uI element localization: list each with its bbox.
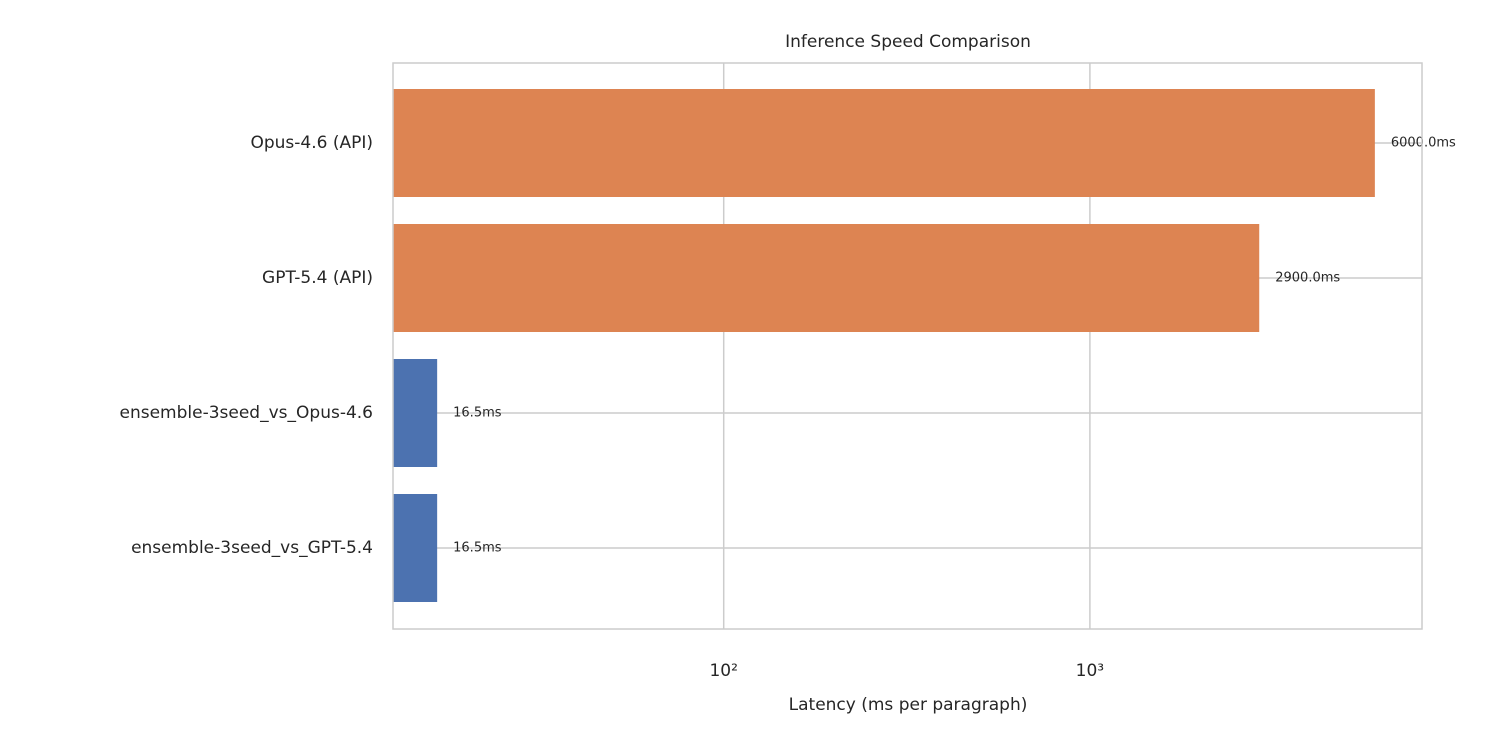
bar [393, 359, 438, 467]
x-tick-label: 10³ [1076, 661, 1104, 681]
value-label: 16.5ms [453, 406, 502, 421]
plot-frame [392, 62, 1423, 630]
y-tick-label: Opus-4.6 (API) [250, 133, 373, 153]
y-tick-label: ensemble-3seed_vs_Opus-4.6 [120, 403, 374, 423]
bar [393, 224, 1260, 332]
value-label: 16.5ms [453, 541, 502, 556]
bar [393, 89, 1375, 197]
bar [393, 494, 438, 602]
x-axis-label: Latency (ms per paragraph) [789, 695, 1028, 715]
chart-title: Inference Speed Comparison [785, 32, 1031, 52]
y-tick-label: ensemble-3seed_vs_GPT-5.4 [131, 538, 373, 558]
value-label: 6000.0ms [1391, 136, 1456, 151]
value-label: 2900.0ms [1275, 271, 1340, 286]
y-tick-label: GPT-5.4 (API) [262, 268, 373, 288]
x-tick-label: 10² [709, 661, 737, 681]
